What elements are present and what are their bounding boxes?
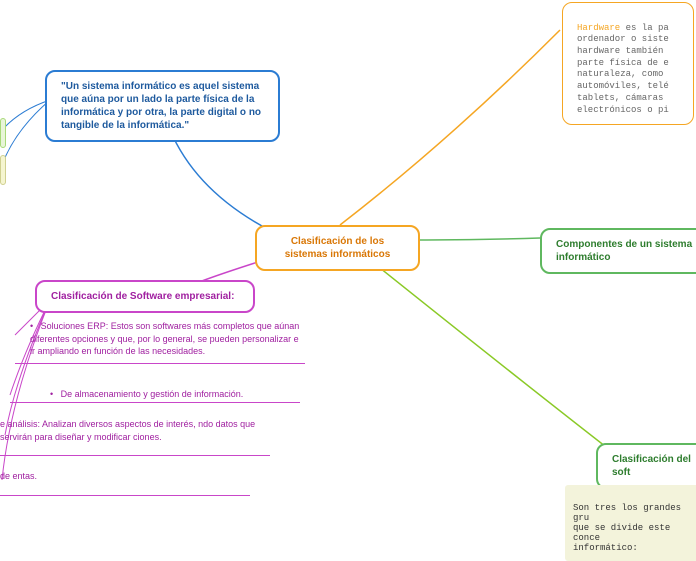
gray-box-text: Son tres los grandes gru que se divide e…	[573, 503, 681, 553]
bullet-3-text: e análisis: Analizan diversos aspectos d…	[0, 419, 255, 442]
bullet-1: • Soluciones ERP: Estos son softwares má…	[30, 320, 300, 358]
underline-2	[10, 402, 300, 403]
hardware-box[interactable]: Hardware es la pa ordenador o siste hard…	[562, 2, 694, 125]
bullet-4: de entas.	[0, 470, 50, 483]
clasif-soft-label: Clasificación del soft	[612, 454, 691, 478]
center-label: Clasificación de los sistemas informátic…	[285, 236, 391, 260]
underline-4	[0, 495, 250, 496]
bullet-1-text: Soluciones ERP: Estos son softwares más …	[30, 321, 299, 356]
clasif-empresarial-label: Clasificación de Software empresarial:	[51, 291, 234, 302]
underline-3	[0, 455, 270, 456]
bullet-2: • De almacenamiento y gestión de informa…	[50, 388, 280, 401]
clasif-empresarial-node[interactable]: Clasificación de Software empresarial:	[35, 280, 255, 313]
bullet-4-text: de entas.	[0, 471, 37, 481]
underline-1	[15, 363, 305, 364]
quote-node[interactable]: "Un sistema informático es aquel sistema…	[45, 70, 280, 142]
hardware-text: es la pa ordenador o siste hardware tamb…	[577, 23, 669, 115]
bullet-3: e análisis: Analizan diversos aspectos d…	[0, 418, 260, 443]
left-stub-1	[0, 118, 6, 148]
componentes-node[interactable]: Componentes de un sistema informático	[540, 228, 696, 274]
quote-text: "Un sistema informático es aquel sistema…	[61, 81, 261, 131]
componentes-label: Componentes de un sistema informático	[556, 239, 692, 263]
gray-box: Son tres los grandes gru que se divide e…	[565, 485, 696, 561]
center-node[interactable]: Clasificación de los sistemas informátic…	[255, 225, 420, 271]
clasif-soft-node[interactable]: Clasificación del soft	[596, 443, 696, 489]
hardware-keyword: Hardware	[577, 23, 620, 33]
left-stub-2	[0, 155, 6, 185]
bullet-2-text: De almacenamiento y gestión de informaci…	[61, 389, 244, 399]
